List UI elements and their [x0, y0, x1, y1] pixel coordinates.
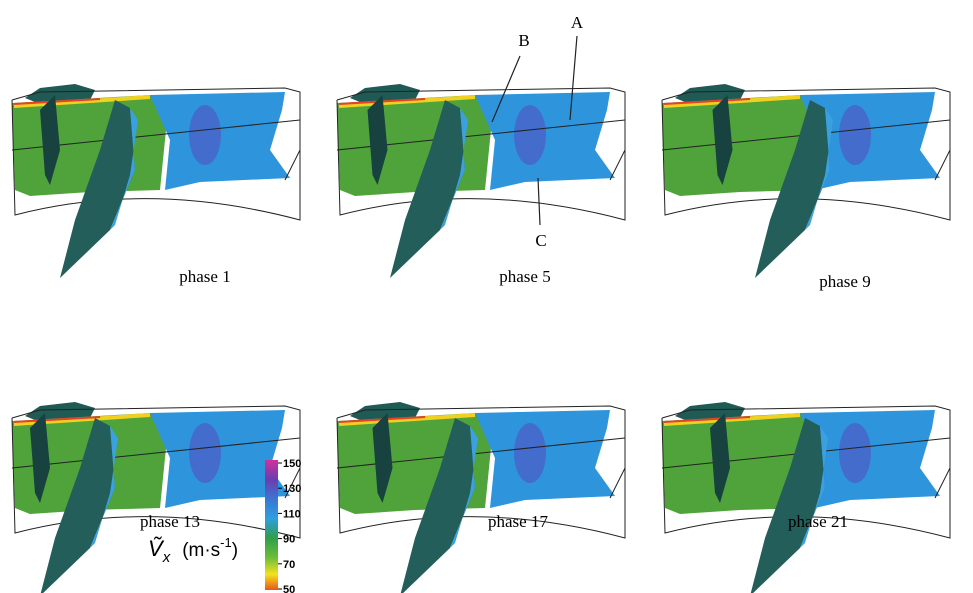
panel-label: phase 5	[499, 267, 550, 286]
tick-label: 110	[283, 508, 301, 520]
back-blade	[25, 84, 95, 104]
hot-edge	[338, 95, 476, 108]
annotations	[491, 35, 578, 226]
hot-edge	[663, 95, 801, 108]
blade	[60, 100, 135, 278]
panel-label: phase 21	[788, 512, 848, 531]
box-outline	[11, 87, 301, 181]
blade	[40, 95, 60, 185]
blade	[372, 413, 393, 503]
box-outline	[661, 405, 951, 499]
box-outline	[11, 99, 301, 221]
blade	[712, 95, 733, 185]
subscript: x	[162, 549, 171, 566]
symbol: Ṽ	[148, 536, 165, 561]
panel: phase 9	[661, 84, 951, 291]
hot-edge	[663, 98, 751, 105]
tick-label: 70	[283, 559, 295, 571]
core	[189, 423, 221, 483]
arrow-b	[491, 55, 521, 123]
core	[839, 423, 871, 483]
back-blade	[350, 402, 420, 422]
box-outline	[661, 87, 951, 181]
panel: phase 1	[11, 84, 301, 286]
blade-side	[110, 108, 138, 230]
box-outline	[336, 87, 626, 181]
hot-edge	[13, 95, 151, 108]
blade	[390, 100, 465, 278]
green-plane	[662, 413, 818, 514]
panel-label: phase 1	[179, 267, 230, 286]
blade-side	[450, 426, 478, 548]
blade	[755, 100, 830, 278]
core	[189, 105, 221, 165]
panel: phase 17	[336, 402, 626, 593]
superscript: -1	[220, 535, 232, 550]
blade	[400, 418, 475, 593]
tick-label: 150	[283, 458, 301, 470]
panel: phase 21	[661, 402, 951, 593]
panel: phase 5	[336, 84, 626, 286]
unit-end: )	[232, 540, 238, 561]
panel-label: phase 13	[140, 512, 200, 531]
panel-label: phase 17	[488, 512, 548, 531]
box-outline	[11, 405, 301, 499]
back-blade	[350, 84, 420, 104]
core	[839, 105, 871, 165]
arrow-c	[537, 177, 541, 226]
annotation: C	[535, 231, 546, 250]
hot-edge	[338, 413, 476, 426]
tick-label: 90	[283, 534, 295, 546]
blade	[40, 418, 115, 593]
green-plane	[662, 95, 818, 196]
core	[514, 105, 546, 165]
blade-side	[440, 108, 468, 230]
blade-side	[800, 426, 828, 548]
hot-edge	[663, 413, 801, 426]
colorbar-ticks: 150 130 110 90 70 50	[278, 458, 301, 593]
core	[514, 423, 546, 483]
blade	[367, 95, 388, 185]
back-blade	[675, 402, 745, 422]
tick-label: 50	[283, 584, 295, 593]
hot-edge	[13, 98, 101, 105]
arrow-a	[569, 35, 578, 121]
blade	[30, 413, 50, 503]
panel: phase 13	[11, 402, 301, 593]
box-outline	[336, 405, 626, 499]
hot-edge	[663, 416, 751, 423]
blade	[750, 418, 825, 593]
green-plane	[337, 95, 493, 196]
hot-edge	[13, 416, 101, 423]
tick-label: 130	[283, 483, 301, 495]
blade-side	[805, 108, 833, 230]
colorbar-label: Ṽx (m·s-1)	[148, 535, 238, 566]
blade	[710, 413, 730, 503]
blade-side	[90, 426, 118, 548]
panels: phase 1 phase 5 phase 9 phase 13 phase 17 pha…	[11, 84, 951, 593]
annotation: A	[571, 13, 584, 32]
annotation: B	[518, 31, 529, 50]
panel-label: phase 9	[819, 272, 870, 291]
unit: (m·s	[182, 540, 220, 561]
colorbar	[265, 460, 278, 590]
